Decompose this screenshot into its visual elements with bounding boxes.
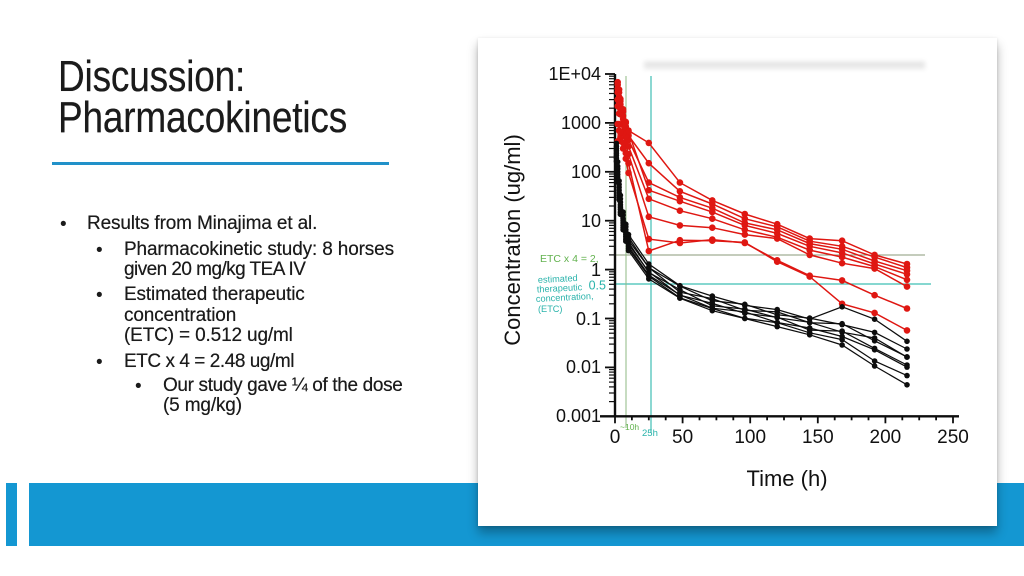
svg-text:0.5: 0.5	[589, 279, 606, 293]
svg-text:200: 200	[870, 427, 902, 448]
svg-text:1: 1	[591, 260, 601, 280]
svg-text:150: 150	[802, 427, 834, 448]
svg-text:10: 10	[581, 211, 601, 231]
svg-text:100: 100	[571, 162, 601, 182]
svg-text:0: 0	[610, 427, 621, 448]
svg-text:~10h: ~10h	[620, 422, 639, 432]
svg-text:50: 50	[672, 427, 693, 448]
svg-text:Time (h): Time (h)	[746, 466, 827, 491]
svg-text:25h: 25h	[642, 428, 658, 439]
svg-text:1E+04: 1E+04	[548, 64, 601, 84]
svg-text:1000: 1000	[561, 113, 601, 133]
svg-text:(ETC): (ETC)	[538, 304, 563, 314]
svg-text:Concentration (ug/ml): Concentration (ug/ml)	[500, 134, 525, 346]
svg-text:therapeutic: therapeutic	[537, 282, 583, 294]
svg-text:0.001: 0.001	[556, 406, 601, 426]
svg-text:ETC x 4 = 2,: ETC x 4 = 2,	[540, 253, 599, 265]
svg-text:estimated: estimated	[538, 273, 578, 285]
svg-text:concentration,: concentration,	[536, 291, 594, 304]
svg-text:0.01: 0.01	[566, 357, 601, 377]
svg-text:0.1: 0.1	[576, 309, 601, 329]
svg-text:100: 100	[734, 427, 766, 448]
svg-text:250: 250	[937, 427, 969, 448]
